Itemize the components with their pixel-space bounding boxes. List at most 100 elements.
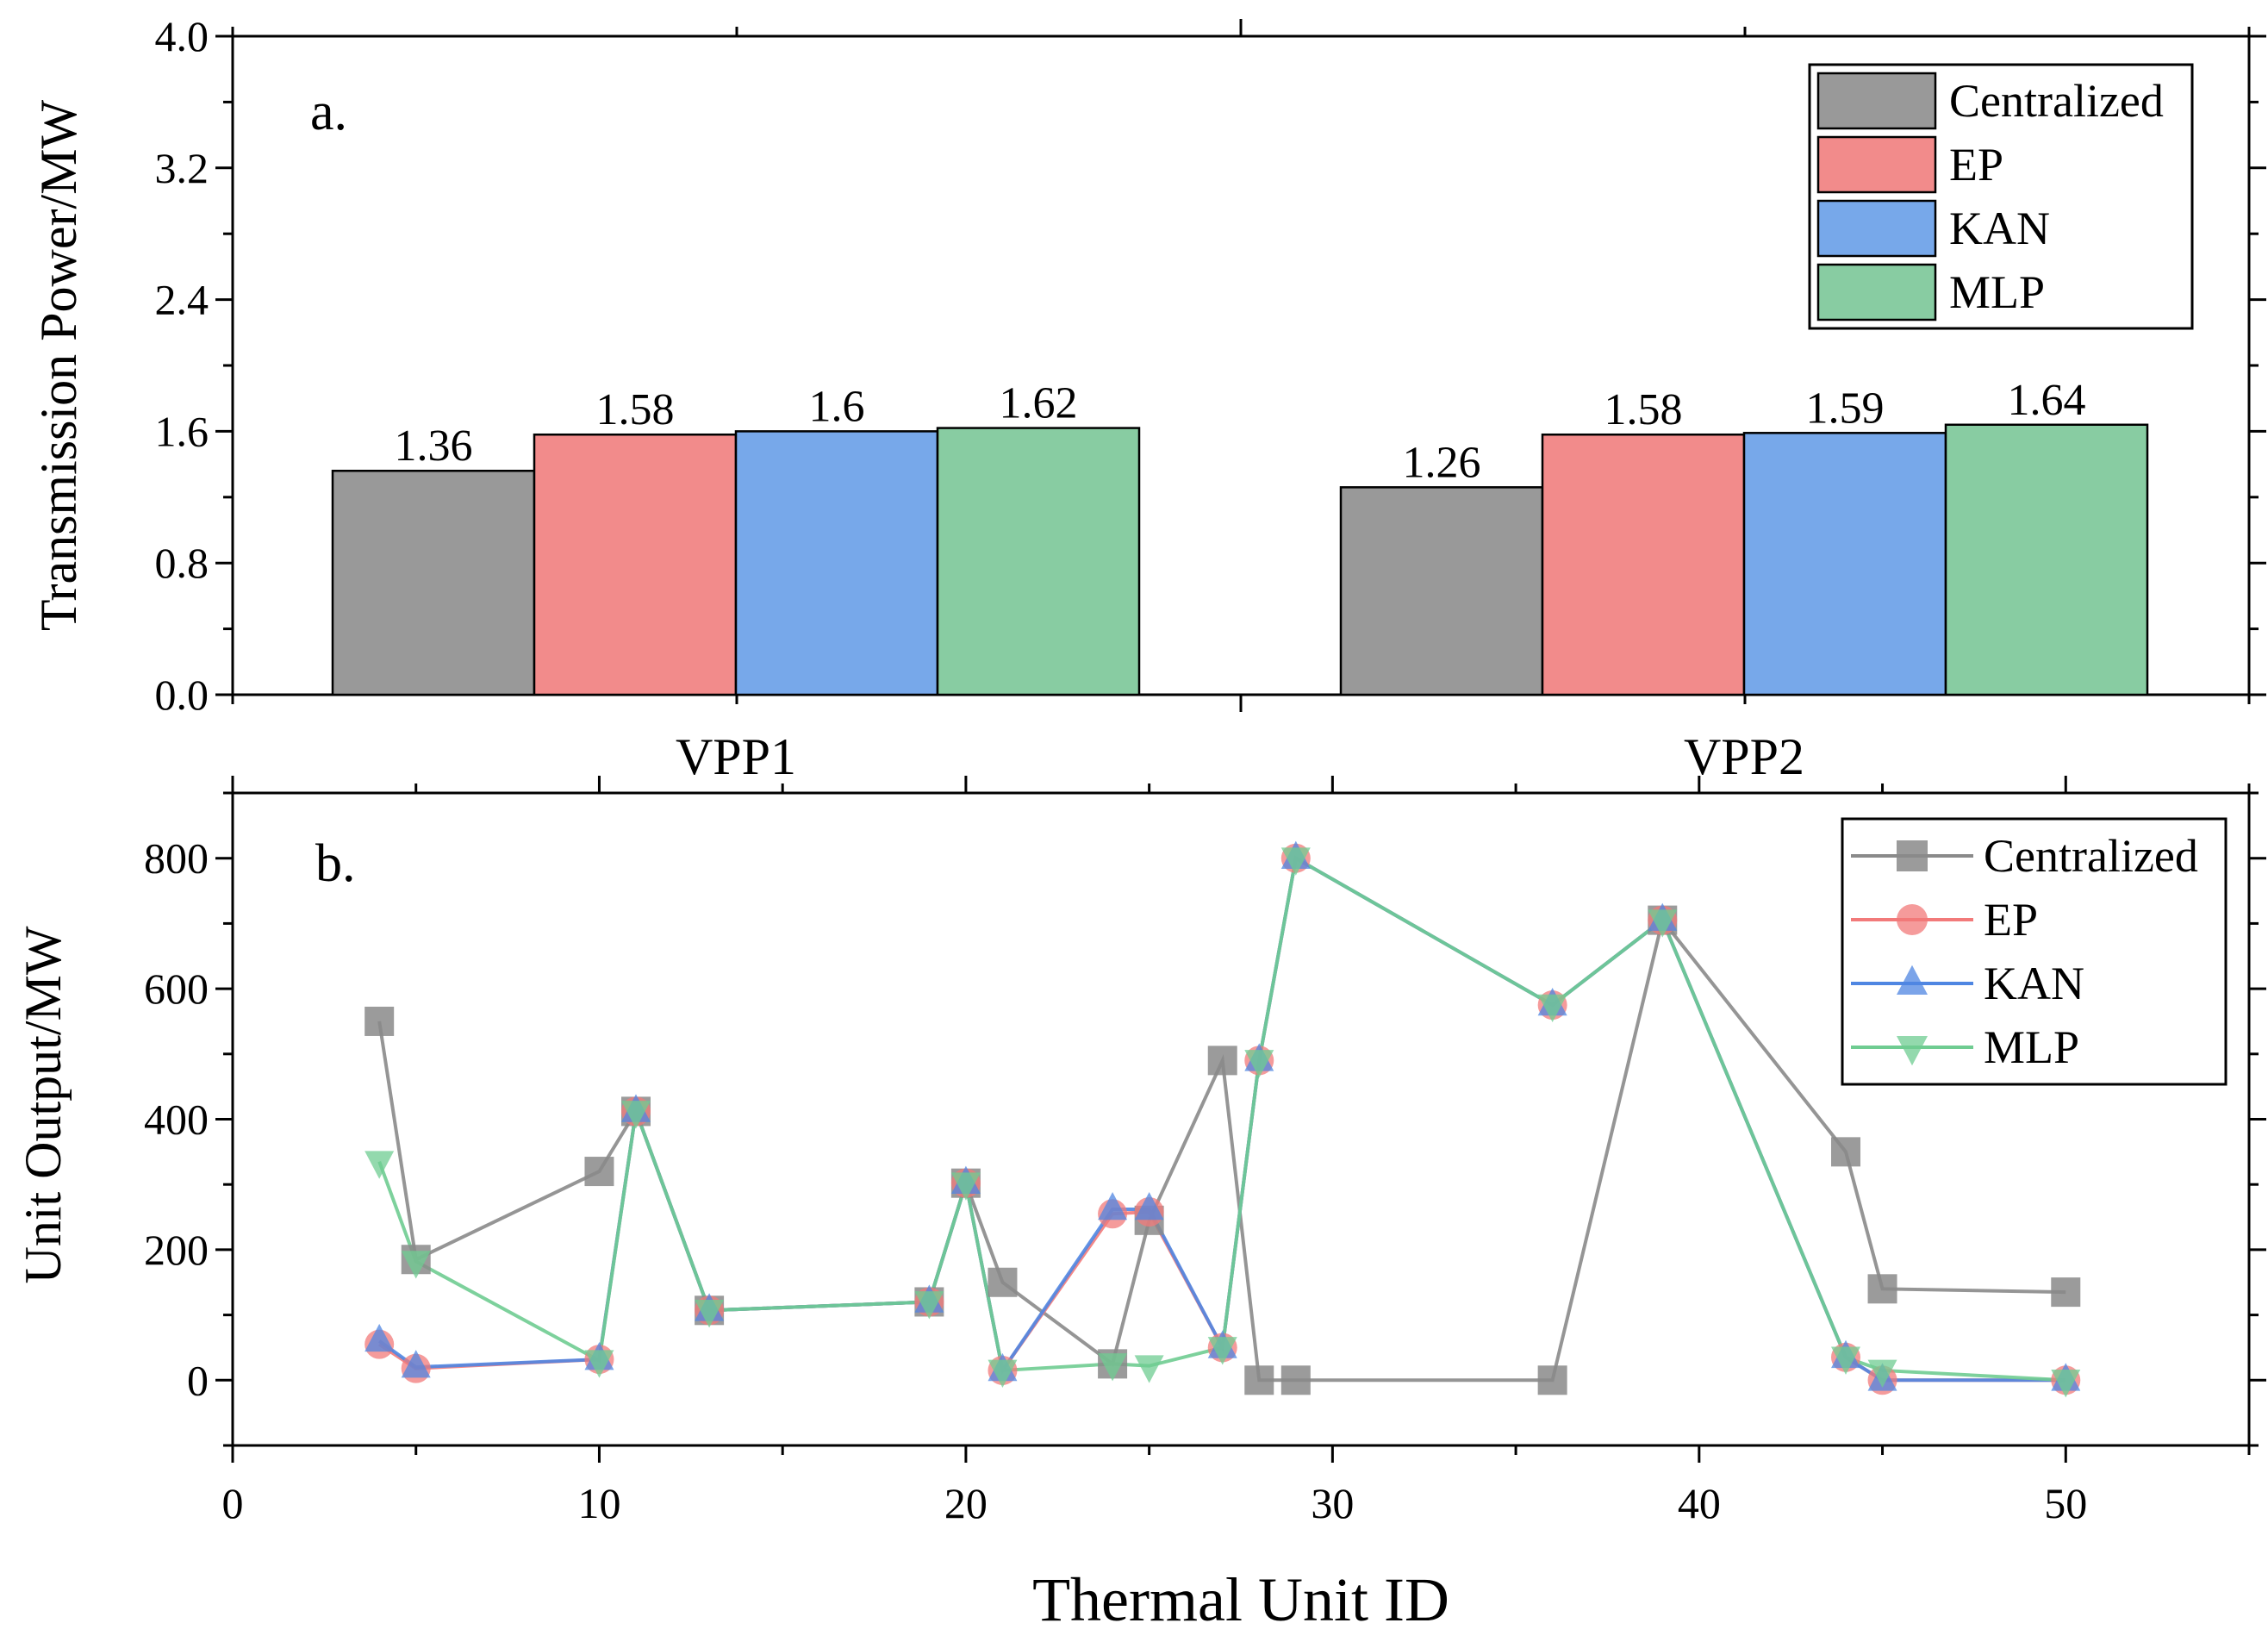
panel-b-legend: Centralized EP KAN MLP: [1841, 817, 2228, 1086]
legend-swatch: [1816, 72, 1937, 130]
legend-marker: [1897, 964, 1928, 995]
panel-b-x-tick-label: 50: [2044, 1479, 2087, 1527]
panel-a-y-tick-label: 0.8: [155, 539, 209, 587]
data-point-mlp: [1280, 847, 1311, 876]
bar-value-label: 1.26: [1403, 438, 1481, 487]
panel-a-y-tick-label: 1.6: [155, 407, 209, 455]
panel-a-y-ticks: 0.0 0.8 1.6 2.4 3.2 4.0: [155, 12, 2266, 719]
legend-label: MLP: [1984, 1021, 2079, 1073]
panel-a-label: a.: [310, 83, 347, 141]
legend-swatch: [1816, 263, 1937, 321]
panel-b-series: [364, 840, 2081, 1398]
data-point-mlp: [988, 1359, 1018, 1388]
panel-a-category-labels: VPP1 VPP2: [676, 728, 1804, 785]
bar-value-label: 1.36: [395, 421, 473, 471]
panel-b-y-tick-label: 0: [187, 1356, 209, 1404]
data-point-kan: [401, 1350, 431, 1378]
series-line-mlp: [377, 855, 2066, 1383]
panel-b-y-tick-label: 800: [144, 834, 209, 883]
panel-b-x-tick-label: 10: [577, 1479, 620, 1527]
panel-b-label: b.: [315, 834, 356, 893]
panel-b-x-tick-label: 20: [944, 1479, 988, 1527]
legend-swatch: [1816, 135, 1937, 194]
data-point-mlp: [914, 1291, 944, 1320]
panel-b-line-chart: 0 200 400 600 800 0 10 20 30 40 50 b. Unit Output…: [15, 776, 2266, 1634]
data-point-centralized: [988, 1267, 1018, 1297]
bar: [936, 427, 1141, 696]
legend-label: MLP: [1949, 266, 2045, 318]
data-point-centralized: [1537, 1365, 1567, 1395]
data-point-mlp: [1867, 1359, 1897, 1388]
data-point-mlp: [695, 1300, 725, 1328]
panel-a-legend: Centralized EP KAN MLP: [1808, 63, 2194, 330]
data-point-centralized: [584, 1157, 614, 1187]
legend-label: KAN: [1984, 958, 2084, 1009]
panel-a-category-label: VPP1: [676, 728, 796, 785]
data-point-mlp: [950, 1172, 981, 1201]
panel-b-y-axis-title: Unit Output/MW: [15, 926, 72, 1283]
panel-a-category-label: VPP2: [1684, 728, 1804, 785]
panel-a-x-ticks: [231, 19, 2251, 712]
panel-a-y-tick-label: 4.0: [155, 12, 209, 60]
data-point-kan: [1098, 1191, 1128, 1220]
data-point-mlp: [364, 1151, 395, 1179]
bar: [734, 430, 939, 696]
bar: [1541, 433, 1746, 696]
panel-a-bar-labels: 1.36 1.58 1.6 1.62 1.26 1.58 1.59 1.64: [395, 376, 2086, 488]
panel-a-y-tick-label: 3.2: [155, 144, 209, 192]
legend-swatch: [1816, 199, 1937, 258]
bar: [1742, 432, 1947, 696]
bar-value-label: 1.6: [809, 382, 865, 431]
panel-b-x-tick-label: 30: [1311, 1479, 1354, 1527]
legend-label: EP: [1949, 139, 2003, 190]
legend-label: EP: [1984, 894, 2038, 946]
bar-value-label: 1.64: [2008, 376, 2086, 425]
legend-label: Centralized: [1949, 75, 2164, 127]
bar-value-label: 1.58: [1604, 385, 1683, 434]
data-point-mlp: [401, 1251, 431, 1279]
data-point-mlp: [2051, 1370, 2081, 1398]
data-point-mlp: [1134, 1355, 1164, 1383]
panel-b-x-ticks: 0 10 20 30 40 50: [222, 776, 2251, 1527]
bar-value-label: 1.58: [596, 385, 675, 434]
data-point-centralized: [1867, 1274, 1897, 1304]
data-point-mlp: [1207, 1337, 1237, 1365]
panel-a-y-tick-label: 2.4: [155, 276, 209, 324]
data-point-mlp: [1537, 994, 1567, 1023]
panel-a-y-tick-label: 0.0: [155, 671, 209, 719]
panel-b-x-axis-title: Thermal Unit ID: [1032, 1565, 1449, 1634]
data-point-centralized: [364, 1006, 395, 1036]
panel-b-y-ticks: 0 200 400 600 800: [144, 791, 2266, 1447]
data-point-mlp: [1648, 909, 1678, 938]
panel-b-y-tick-label: 200: [144, 1226, 209, 1274]
bar: [331, 469, 536, 696]
bar-value-label: 1.59: [1806, 384, 1885, 433]
panel-b-y-tick-label: 600: [144, 964, 209, 1013]
data-point-mlp: [1098, 1353, 1128, 1382]
panel-b-y-tick-label: 400: [144, 1096, 209, 1144]
data-point-centralized: [2051, 1277, 2081, 1308]
data-point-mlp: [621, 1101, 651, 1129]
data-point-centralized: [1244, 1365, 1274, 1395]
panel-a-y-axis-title: Transmission Power/MW: [30, 100, 87, 632]
legend-label: Centralized: [1984, 830, 2198, 882]
data-point-kan: [1134, 1191, 1164, 1220]
legend-label: KAN: [1949, 203, 2050, 254]
data-point-centralized: [1207, 1046, 1237, 1076]
series-line-centralized: [377, 916, 2066, 1383]
bar: [1944, 423, 2149, 696]
legend-marker: [1897, 904, 1928, 935]
legend-marker: [1897, 840, 1928, 871]
data-point-mlp: [584, 1350, 614, 1378]
panel-a-bar-chart: 0.00.81.62.43.24.0 1.361.58 1.6 1.621.261.…: [30, 12, 2266, 785]
bar: [533, 433, 738, 696]
data-point-centralized: [1831, 1137, 1860, 1167]
data-point-mlp: [1831, 1346, 1860, 1375]
panel-b-x-tick-label: 40: [1678, 1479, 1721, 1527]
bar-value-label: 1.62: [1000, 379, 1078, 428]
legend-marker: [1897, 1036, 1928, 1066]
panel-b-x-tick-label: 0: [222, 1479, 244, 1527]
bar: [1339, 486, 1544, 696]
data-point-centralized: [1280, 1365, 1311, 1395]
